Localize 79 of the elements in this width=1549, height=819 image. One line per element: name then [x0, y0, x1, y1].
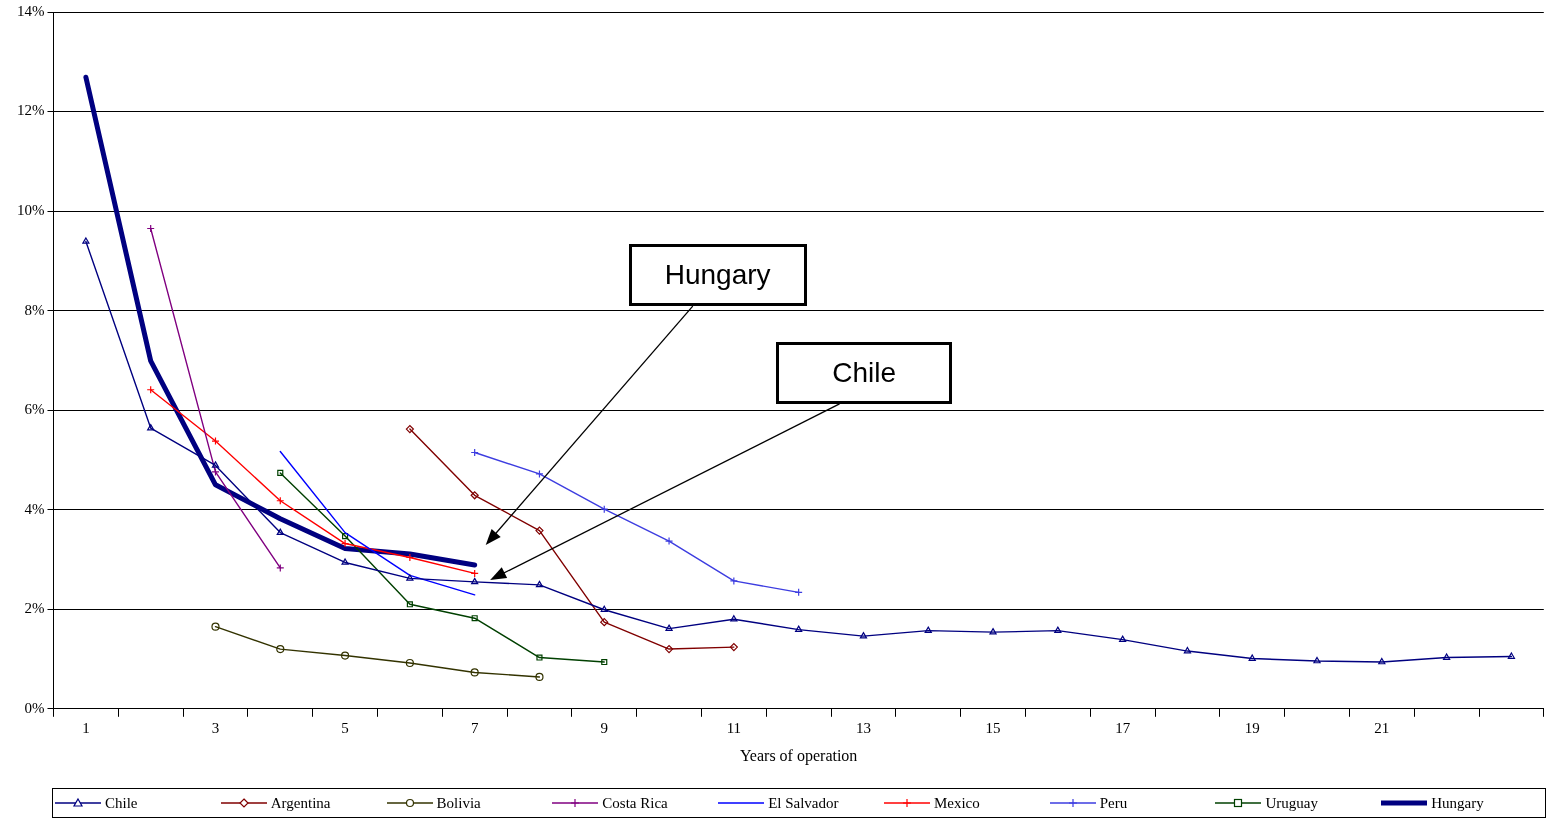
point	[211, 622, 220, 631]
x-tick-label: 1	[82, 719, 90, 736]
point	[600, 605, 608, 613]
x-axis-title: Years of operation	[739, 746, 858, 765]
legend-label: Peru	[1099, 794, 1128, 812]
y-tick-label: 12%	[17, 102, 45, 119]
legend-label: El Salvador	[768, 794, 839, 812]
x-tick-label: 19	[1244, 719, 1260, 736]
legend-label: Uruguay	[1265, 794, 1318, 812]
point	[211, 436, 220, 446]
legend-label: Argentina	[270, 794, 331, 812]
point	[470, 491, 479, 500]
point	[341, 558, 349, 565]
legend-label: Costa Rica	[602, 794, 668, 812]
point	[664, 536, 674, 546]
point	[1313, 656, 1321, 664]
point	[859, 632, 868, 639]
point	[1119, 635, 1127, 642]
y-tick-label: 8%	[24, 301, 45, 318]
point	[601, 658, 608, 666]
x-tick-label: 15	[985, 719, 1001, 736]
point	[535, 580, 544, 588]
x-tick-label: 13	[855, 719, 871, 736]
y-tick-label: 2%	[24, 600, 45, 617]
point	[1442, 653, 1451, 660]
point	[665, 624, 673, 632]
point	[276, 644, 285, 654]
y-tick-label: 14%	[17, 2, 45, 19]
point	[405, 424, 414, 434]
point	[471, 615, 478, 622]
y-tick-label: 10%	[17, 202, 45, 219]
point	[211, 467, 220, 476]
legend-label: Bolivia	[436, 794, 481, 812]
y-tick-label: 6%	[24, 401, 45, 418]
point	[535, 672, 544, 682]
x-tick-label: 17	[1115, 719, 1131, 736]
point	[471, 577, 479, 585]
y-tick-label: 4%	[24, 500, 45, 517]
legend-label: Chile	[105, 794, 138, 812]
x-tick-label: 11	[726, 719, 742, 736]
point	[342, 533, 349, 540]
point	[729, 576, 738, 585]
point	[147, 423, 155, 431]
callout-box: Hungary	[628, 244, 807, 307]
point	[406, 601, 413, 608]
point	[1183, 646, 1192, 654]
x-tick-label: 3	[211, 719, 220, 736]
x-tick-label: 7	[470, 719, 479, 736]
point	[1378, 657, 1386, 665]
point	[470, 668, 479, 677]
point	[729, 642, 738, 652]
point	[340, 651, 350, 660]
point	[535, 469, 544, 478]
x-tick-label: 5	[341, 719, 349, 736]
point	[406, 574, 414, 581]
x-tick-label: 9	[600, 719, 609, 736]
callout-box: Chile	[776, 341, 953, 404]
point	[1248, 654, 1256, 661]
point	[82, 237, 90, 244]
point	[730, 615, 738, 622]
point	[664, 644, 674, 654]
point	[277, 469, 284, 476]
legend-label: Hungary	[1431, 794, 1484, 812]
point	[924, 626, 932, 634]
point	[276, 528, 284, 535]
point	[989, 628, 997, 635]
x-tick-label: 21	[1374, 719, 1390, 736]
point	[536, 654, 543, 661]
point	[1054, 626, 1062, 634]
point	[535, 526, 544, 535]
y-tick-label: 0%	[24, 699, 45, 716]
point	[795, 625, 803, 633]
point	[405, 658, 414, 668]
point	[1507, 652, 1516, 659]
point	[276, 563, 285, 573]
point	[600, 618, 609, 627]
point	[340, 539, 350, 548]
legend-label: Mexico	[933, 794, 980, 812]
point	[211, 461, 220, 468]
